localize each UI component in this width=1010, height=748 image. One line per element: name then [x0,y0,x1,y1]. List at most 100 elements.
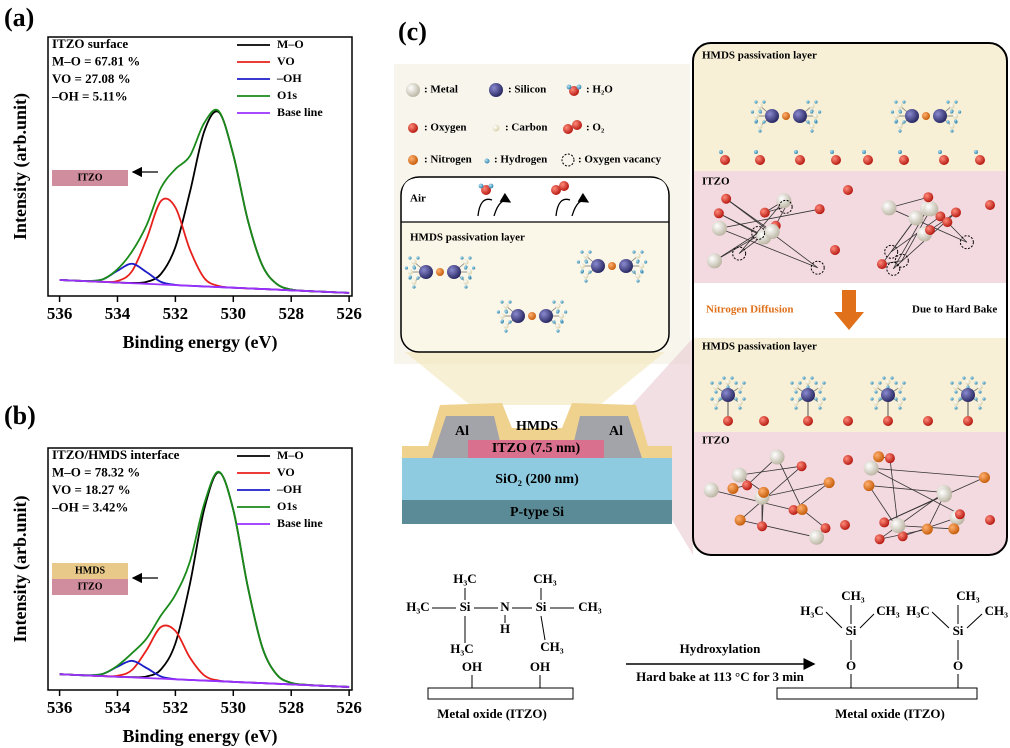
carbon [885,379,890,384]
itzo-region [693,432,1007,555]
hydrogen [719,150,723,154]
y-axis-title: Intensity (arb.unit) [10,495,31,642]
bond [826,612,842,628]
hydrogen [580,250,583,253]
oxygen [923,192,933,202]
hydrogen [962,376,965,379]
hydrogen [508,320,511,323]
legend-label: Base line [277,516,323,530]
hydrogen [714,406,717,409]
x-tick-label: 532 [163,698,189,717]
hydrogen [556,310,559,313]
hydrogen [810,129,813,132]
hydrogen [754,150,758,154]
atom-label: CH₃ [956,588,980,603]
carbon [757,123,762,128]
silicon [905,109,919,123]
oxygen [830,245,840,255]
layer-label: SiO₂ (200 nm) [495,472,579,487]
hydrogen [738,390,741,393]
hydrogen [468,275,471,278]
series-line [60,280,350,293]
hydrogen [958,110,961,113]
oxygen [795,155,805,165]
carbon [639,263,644,268]
hydrogen [954,390,957,393]
condition: Hydroxylation [680,641,761,656]
hydrogen [870,397,873,400]
carbon [873,400,878,405]
hydrogen [974,381,977,384]
nitrogen [979,472,990,483]
carbon [463,279,468,284]
hydrogen [501,319,504,322]
nitrogen [608,262,616,270]
hydrogen [946,100,949,103]
hydrogen [950,397,953,400]
oxygen [757,521,767,531]
cause-label: Due to Hard Bake [912,304,997,316]
x-tick-label: 526 [336,698,362,717]
hydrogen [894,397,897,400]
carbon [977,384,982,389]
metal [765,224,780,239]
hydrogen [898,150,902,154]
hydrogen [640,269,643,272]
hydrogen [899,110,902,113]
oxygen [815,204,825,214]
hydrogen [710,381,713,384]
atom-label: CH₃ [876,603,900,618]
oxygen [951,207,961,217]
oxygen [877,259,887,269]
hydrogen [954,119,957,122]
nitrogen [824,477,835,488]
hmds-region [693,43,1007,171]
atom-label: OH [462,659,482,674]
hydrogen [636,260,639,263]
layer-label: HMDS passivation layer [702,50,817,62]
panel-label: (a) [4,3,34,32]
carbon [737,384,742,389]
annotation: VO = 18.27 % [52,482,131,497]
hydrogen [878,381,881,384]
hydrogen [464,266,467,269]
x-tick-label: 534 [105,304,131,323]
hydrogen [950,129,953,132]
carbon [635,273,640,278]
substrate [428,688,573,699]
hydrogen [508,300,511,303]
hydrogen [798,397,801,400]
layer-label: Al [609,424,623,439]
carbon [805,379,810,384]
oxygen [875,534,885,544]
hydrogen [460,256,463,259]
carbon [894,113,899,118]
carbon [873,384,878,389]
hydrogen [890,376,893,379]
water [567,85,572,90]
hydrogen [588,250,591,253]
substrate-label: Metal oxide (ITZO) [437,706,547,721]
hydrogen [950,110,953,113]
oxygen [879,517,889,527]
layer-label: P-type Si [510,505,564,520]
x-axis-title: Binding energy (eV) [123,332,278,353]
hydrogen [862,150,866,154]
carbon [793,384,798,389]
hydrogen [505,310,508,313]
y-axis-title: Intensity (arb.unit) [10,93,31,240]
hydrogen [408,256,411,259]
hydrogen [818,406,821,409]
layer-label: ITZO [702,176,730,188]
hydrogen [504,329,507,332]
oxygen [723,416,733,426]
legend-label: Base line [277,105,323,119]
metal [732,468,747,483]
oxygen [925,225,935,235]
hydrogen [982,381,985,384]
annotation: M–O = 67.81 % [52,53,140,68]
atom-label: CH₃ [985,603,1009,618]
hydrogen [500,300,503,303]
oxygen [843,416,853,426]
hydrogen [822,397,825,400]
